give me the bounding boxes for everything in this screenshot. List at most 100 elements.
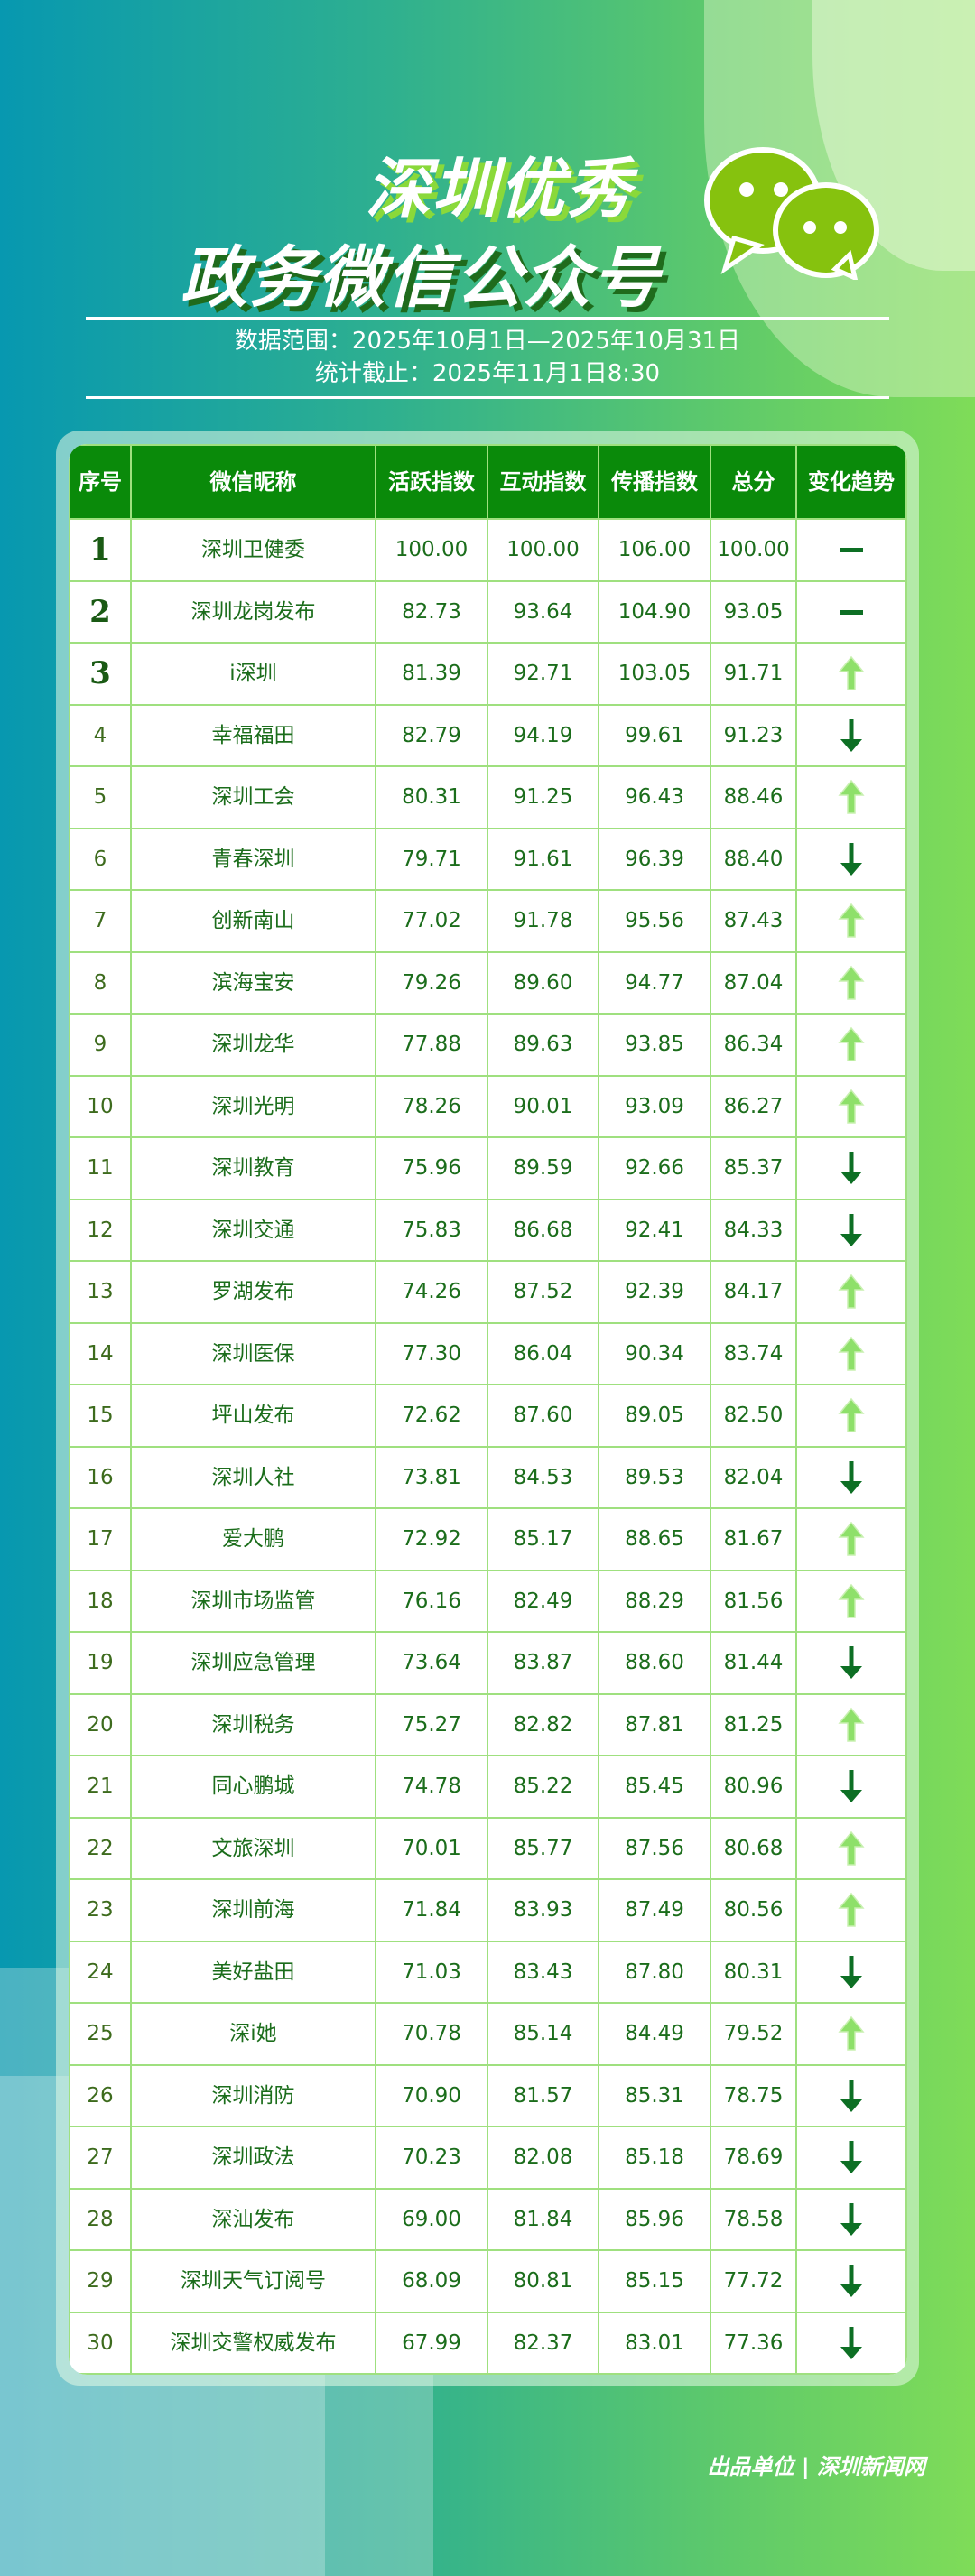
interaction-index-cell: 83.87 — [487, 1631, 599, 1695]
trend-cell — [795, 2002, 907, 2066]
rank-cell: 11 — [69, 1136, 132, 1200]
nickname-cell: 青春深圳 — [130, 827, 376, 891]
spread-index-cell: 87.81 — [598, 1692, 711, 1756]
spread-index-cell: 94.77 — [598, 950, 711, 1015]
total-score-cell: 78.69 — [710, 2126, 797, 2190]
total-score-cell: 86.27 — [710, 1074, 797, 1138]
trend-cell — [795, 579, 907, 644]
spread-index-cell: 83.01 — [598, 2311, 711, 2375]
interaction-index-cell: 89.63 — [487, 1013, 599, 1077]
spread-index-cell: 85.18 — [598, 2126, 711, 2190]
date-range: 数据范围：2025年10月1日—2025年10月31日 — [234, 328, 741, 355]
rank-cell: 29 — [69, 2249, 132, 2313]
trend-cell — [795, 1136, 907, 1200]
interaction-index-cell: 83.93 — [487, 1878, 599, 1942]
activity-index-cell: 72.92 — [375, 1507, 488, 1571]
rank-cell: 21 — [69, 1755, 132, 1819]
nickname-cell: 深圳医保 — [130, 1321, 376, 1385]
trend-cell — [795, 1198, 907, 1262]
activity-index-cell: 72.62 — [375, 1384, 488, 1448]
spread-index-cell: 87.49 — [598, 1878, 711, 1942]
column-header: 活跃指数 — [375, 444, 488, 520]
total-score-cell: 88.46 — [710, 765, 797, 829]
spread-index-cell: 85.45 — [598, 1755, 711, 1819]
activity-index-cell: 76.16 — [375, 1569, 488, 1633]
total-score-cell: 78.58 — [710, 2187, 797, 2251]
activity-index-cell: 73.64 — [375, 1631, 488, 1695]
nickname-cell: 幸福福田 — [130, 703, 376, 767]
trend-cell — [795, 1878, 907, 1942]
nickname-cell: 深圳交通 — [130, 1198, 376, 1262]
trend-cell — [795, 2311, 907, 2375]
total-score-cell: 81.25 — [710, 1692, 797, 1756]
nickname-cell: 深圳龙岗发布 — [130, 579, 376, 644]
table-row: 24 美好盐田 71.03 83.43 87.80 80.31 — [69, 1940, 907, 2004]
activity-index-cell: 69.00 — [375, 2187, 488, 2251]
arrow-down-icon — [840, 842, 862, 876]
trend-cell — [795, 1816, 907, 1880]
arrow-down-icon — [840, 1213, 862, 1246]
trend-cell — [795, 1631, 907, 1695]
activity-index-cell: 75.83 — [375, 1198, 488, 1262]
rank-cell: 22 — [69, 1816, 132, 1880]
table-row: 1 深圳卫健委 100.00 100.00 106.00 100.00 — [69, 518, 907, 582]
spread-index-cell: 90.34 — [598, 1321, 711, 1385]
trend-cell — [795, 1074, 907, 1138]
interaction-index-cell: 86.68 — [487, 1198, 599, 1262]
total-score-cell: 81.44 — [710, 1631, 797, 1695]
total-score-cell: 88.40 — [710, 827, 797, 891]
total-score-cell: 93.05 — [710, 579, 797, 644]
interaction-index-cell: 85.22 — [487, 1755, 599, 1819]
spread-index-cell: 87.80 — [598, 1940, 711, 2004]
nickname-cell: 美好盐田 — [130, 1940, 376, 2004]
arrow-up-icon — [838, 780, 865, 814]
nickname-cell: 罗湖发布 — [130, 1260, 376, 1324]
rank-cell: 10 — [69, 1074, 132, 1138]
interaction-index-cell: 90.01 — [487, 1074, 599, 1138]
nickname-cell: 深圳应急管理 — [130, 1631, 376, 1695]
nickname-cell: 爱大鹏 — [130, 1507, 376, 1571]
table-row: 9 深圳龙华 77.88 89.63 93.85 86.34 — [69, 1013, 907, 1077]
arrow-down-icon — [840, 1152, 862, 1185]
activity-index-cell: 70.78 — [375, 2002, 488, 2066]
trend-cell — [795, 1507, 907, 1571]
spread-index-cell: 93.09 — [598, 1074, 711, 1138]
table-row: 3 i深圳 81.39 92.71 103.05 91.71 — [69, 642, 907, 706]
total-score-cell: 80.96 — [710, 1755, 797, 1819]
activity-index-cell: 75.27 — [375, 1692, 488, 1756]
activity-index-cell: 71.84 — [375, 1878, 488, 1942]
arrow-down-icon — [840, 1460, 862, 1494]
nickname-cell: 同心鹏城 — [130, 1755, 376, 1819]
spread-index-cell: 103.05 — [598, 642, 711, 706]
activity-index-cell: 79.26 — [375, 950, 488, 1015]
table-row: 12 深圳交通 75.83 86.68 92.41 84.33 — [69, 1198, 907, 1262]
arrow-down-icon — [840, 2141, 862, 2174]
activity-index-cell: 80.31 — [375, 765, 488, 829]
nickname-cell: 深圳光明 — [130, 1074, 376, 1138]
no-change-icon — [840, 609, 863, 615]
rank-cell: 20 — [69, 1692, 132, 1756]
table-row: 13 罗湖发布 74.26 87.52 92.39 84.17 — [69, 1260, 907, 1324]
arrow-up-icon — [838, 1336, 865, 1371]
nickname-cell: 滨海宝安 — [130, 950, 376, 1015]
trend-cell — [795, 765, 907, 829]
nickname-cell: 深圳市场监管 — [130, 1569, 376, 1633]
rank-cell: 24 — [69, 1940, 132, 2004]
total-score-cell: 87.04 — [710, 950, 797, 1015]
total-score-cell: 80.68 — [710, 1816, 797, 1880]
no-change-icon — [840, 548, 863, 553]
rank-cell: 18 — [69, 1569, 132, 1633]
spread-index-cell: 84.49 — [598, 2002, 711, 2066]
arrow-down-icon — [840, 718, 862, 752]
spread-index-cell: 89.05 — [598, 1384, 711, 1448]
total-score-cell: 81.56 — [710, 1569, 797, 1633]
nickname-cell: 深圳天气订阅号 — [130, 2249, 376, 2313]
total-score-cell: 77.36 — [710, 2311, 797, 2375]
interaction-index-cell: 82.82 — [487, 1692, 599, 1756]
rank-cell: 14 — [69, 1321, 132, 1385]
spread-index-cell: 92.66 — [598, 1136, 711, 1200]
arrow-up-icon — [838, 1089, 865, 1124]
spread-index-cell: 92.39 — [598, 1260, 711, 1324]
spread-index-cell: 96.43 — [598, 765, 711, 829]
